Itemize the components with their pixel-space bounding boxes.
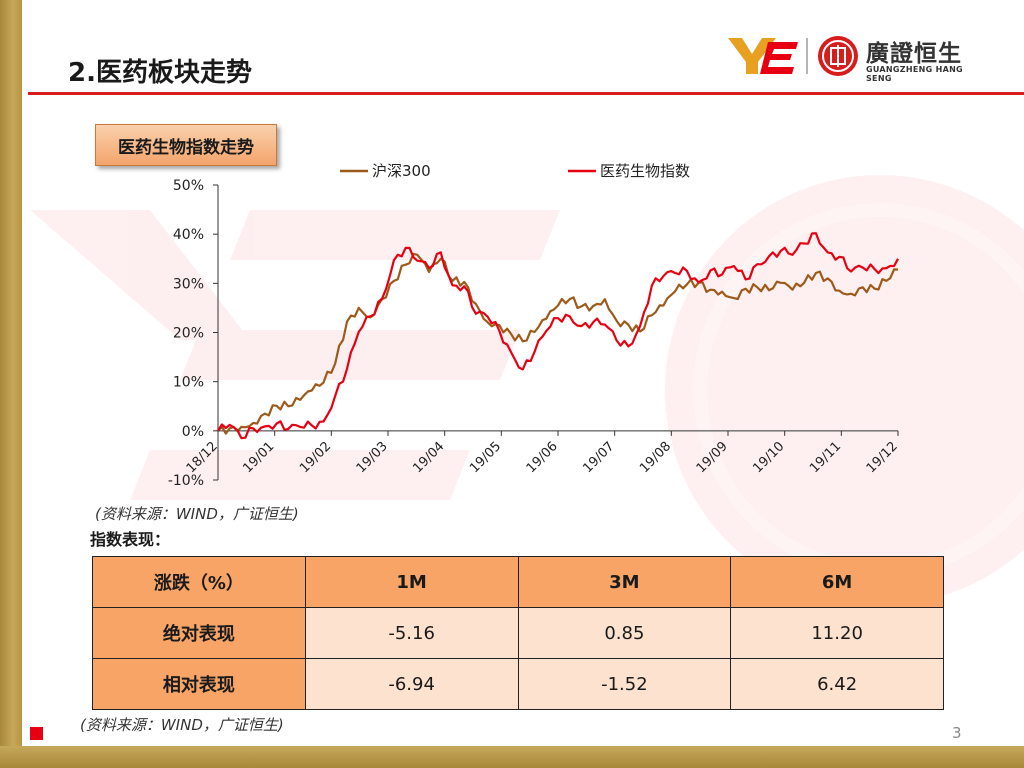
table-header-row: 涨跌（%） 1M 3M 6M [92, 556, 944, 608]
header-cell: 涨跌（%） [92, 556, 306, 608]
page-number: 3 [952, 724, 962, 742]
header-cell: 1M [304, 556, 519, 608]
row-header-cell: 相对表现 [92, 658, 306, 710]
logo-chinese-name: 廣證恒生 [866, 41, 962, 67]
table-row: 相对表现 -6.94 -1.52 6.42 [92, 658, 944, 710]
table-cell: 11.20 [730, 607, 944, 659]
chart-series-lines [217, 232, 899, 440]
x-tick-label: 19/01 [240, 439, 277, 476]
x-tick-label: 19/06 [524, 439, 561, 476]
line-chart: 50% 40% 30% 20% 10% 0% -10% 18/12 19/01 19/02 19/… [168, 162, 901, 489]
logo-english-name: GUANGZHENG HANG SENG [866, 65, 963, 83]
y-tick-label: 40% [173, 227, 204, 243]
y-tick-label: 0% [182, 424, 204, 440]
company-logo: 廣證恒生 GUANGZHENG HANG SENG [728, 34, 978, 83]
x-tick-label: 19/04 [410, 439, 447, 476]
table-cell: -1.52 [517, 658, 732, 710]
row-header-cell: 绝对表现 [92, 607, 306, 659]
y-tick-label: -10% [168, 473, 204, 489]
table-cell: -5.16 [304, 607, 519, 659]
title-underline [28, 92, 1024, 95]
table-cell: 6.42 [730, 658, 944, 710]
x-tick-label: 19/09 [694, 439, 731, 476]
x-tick-label: 19/07 [580, 439, 617, 476]
x-tick-label: 19/02 [297, 439, 334, 476]
table-source-note: (资料来源：WIND，广证恒生) [80, 716, 284, 734]
chart-title-tag: 医药生物指数走势 [95, 124, 277, 166]
x-tick-label: 19/10 [750, 439, 787, 476]
y-tick-label: 10% [173, 375, 204, 391]
x-tick-label: 19/12 [864, 439, 901, 476]
header-cell: 3M [517, 556, 732, 608]
series-line-pharma-index [217, 232, 899, 440]
performance-label: 指数表现： [90, 530, 171, 549]
x-tick-label: 19/05 [467, 439, 504, 476]
header-cell: 6M [730, 556, 944, 608]
x-tick-label: 19/08 [637, 439, 674, 476]
chart-legend: 沪深300 医药生物指数 [340, 162, 690, 180]
y-tick-labels: 50% 40% 30% 20% 10% 0% -10% [168, 178, 204, 489]
chart-axes [213, 184, 899, 481]
table-cell: -6.94 [304, 658, 519, 710]
performance-table: 涨跌（%） 1M 3M 6M 绝对表现 -5.16 0.85 11.20 相对表… [92, 556, 944, 710]
series-line-csi300 [217, 252, 899, 435]
left-decorative-bar [0, 0, 22, 768]
red-square-marker [30, 727, 43, 740]
ye-logo-icon [728, 38, 798, 74]
x-tick-label: 19/03 [354, 439, 391, 476]
chart-source-note: (资料来源：WIND，广证恒生) [95, 505, 299, 523]
table-row: 绝对表现 -5.16 0.85 11.20 [92, 607, 944, 659]
seal-icon [818, 36, 858, 76]
page-title: 2.医药板块走势 [68, 58, 252, 88]
y-tick-label: 50% [173, 178, 204, 194]
table-cell: 0.85 [517, 607, 732, 659]
x-tick-label: 18/12 [184, 439, 221, 476]
y-tick-label: 30% [173, 276, 204, 292]
legend-label: 医药生物指数 [600, 162, 690, 180]
x-tick-labels: 18/12 19/01 19/02 19/03 19/04 19/05 19/06 19/07… [184, 439, 901, 476]
y-tick-label: 20% [173, 326, 204, 342]
legend-label: 沪深300 [372, 162, 431, 180]
x-tick-label: 19/11 [807, 439, 844, 476]
bottom-decorative-bar [0, 746, 1024, 768]
logo-separator [806, 38, 808, 74]
